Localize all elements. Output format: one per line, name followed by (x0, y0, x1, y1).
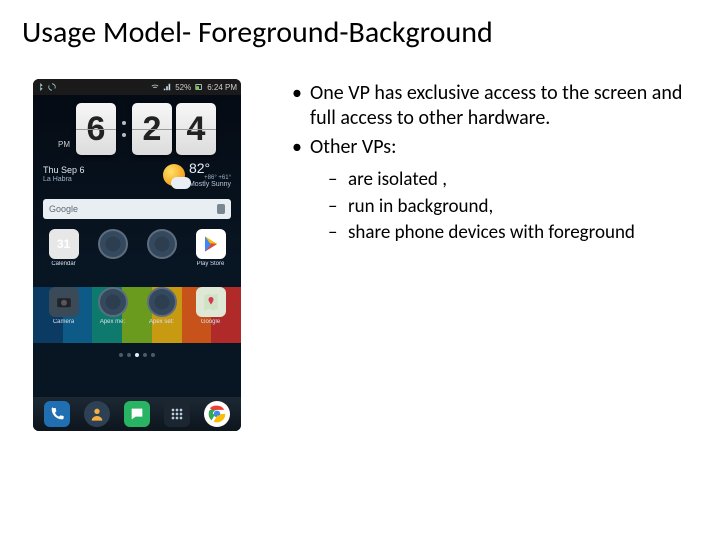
app-ring[interactable] (140, 229, 184, 267)
app-label: Apex set: (149, 319, 174, 325)
sub-1: are isolated , (310, 168, 698, 193)
maps-icon (196, 287, 226, 317)
search-placeholder: Google (49, 204, 78, 214)
dock-chrome-icon[interactable] (204, 401, 230, 427)
app-row-1: 31 Calendar Play Store (33, 229, 241, 267)
page-indicator[interactable] (33, 353, 241, 357)
status-time: 6:24 PM (207, 83, 237, 92)
bullet-1: One VP has exclusive access to the scree… (288, 81, 698, 131)
app-label: Camera (53, 319, 74, 325)
weather-cond: Mostly Sunny (189, 181, 231, 188)
app-row-2: Camera Apex me: Apex set: Google (33, 287, 241, 325)
dock-contacts-icon[interactable] (84, 401, 110, 427)
ring-icon (98, 229, 128, 259)
text-column: One VP has exclusive access to the scree… (288, 79, 698, 431)
dock-messages-icon[interactable] (124, 401, 150, 427)
app-Play Store[interactable]: Play Store (189, 229, 233, 267)
weather-temp: 82° +86° +61° (189, 161, 231, 181)
weather-icon (163, 164, 185, 186)
temp-value: 82° (189, 160, 210, 176)
calendar-icon: 31 (49, 229, 79, 259)
app-label: Apex me: (100, 319, 125, 325)
dock-phone-icon[interactable] (44, 401, 70, 427)
play-store-icon (196, 229, 226, 259)
wallpaper: PM 6 2 4 Thu Sep 6 La Habra (33, 95, 241, 397)
bullet-2-text: Other VPs: (310, 135, 396, 159)
date-line2: La Habra (43, 176, 85, 184)
app-label: Google (201, 319, 220, 325)
app-ring[interactable] (91, 229, 135, 267)
phone-mock: 52% 6:24 PM PM 6 2 4 (33, 79, 241, 431)
ring-icon (147, 229, 177, 259)
dock (33, 397, 241, 431)
battery-pct: 52% (175, 83, 191, 92)
sub-3: share phone devices with foreground (310, 221, 698, 246)
status-bar: 52% 6:24 PM (33, 79, 241, 95)
ring-icon (147, 287, 177, 317)
app-Calendar[interactable]: 31 Calendar (42, 229, 86, 267)
search-bar[interactable]: Google (43, 199, 231, 219)
battery-icon (195, 83, 203, 91)
dock-app-drawer-icon[interactable] (164, 401, 190, 427)
clock-min1: 2 (132, 103, 172, 155)
bullet-2: Other VPs: are isolated , run in backgro… (288, 135, 698, 246)
app-label: Calendar (51, 261, 75, 267)
clock-widget[interactable]: PM 6 2 4 Thu Sep 6 La Habra (41, 103, 233, 191)
mic-icon[interactable] (217, 204, 225, 214)
slide-title: Usage Model- Foreground-Background (22, 14, 698, 51)
app-Google[interactable]: Google (189, 287, 233, 325)
sync-icon (48, 83, 56, 91)
clock-ampm: PM (58, 140, 70, 149)
sub-list: are isolated , run in background, share … (310, 168, 698, 246)
clock-colon (120, 103, 128, 155)
camera-icon (49, 287, 79, 317)
app-Apex me:[interactable]: Apex me: (91, 287, 135, 325)
app-label: Play Store (197, 261, 225, 267)
clock-min2: 4 (176, 103, 216, 155)
slide: Usage Model- Foreground-Background 52% 6… (0, 0, 720, 540)
bluetooth-icon (37, 83, 45, 91)
wifi-icon (151, 83, 159, 91)
ring-icon (98, 287, 128, 317)
signal-icon (163, 83, 171, 91)
bullet-list: One VP has exclusive access to the scree… (288, 81, 698, 246)
clock-date: Thu Sep 6 La Habra (43, 166, 85, 184)
app-Apex set:[interactable]: Apex set: (140, 287, 184, 325)
clock-hour: 6 (76, 103, 116, 155)
sub-2: run in background, (310, 195, 698, 220)
date-line1: Thu Sep 6 (43, 166, 85, 176)
phone-column: 52% 6:24 PM PM 6 2 4 (22, 79, 252, 431)
content-row: 52% 6:24 PM PM 6 2 4 (22, 79, 698, 431)
weather-widget[interactable]: 82° +86° +61° Mostly Sunny (163, 161, 231, 188)
app-Camera[interactable]: Camera (42, 287, 86, 325)
